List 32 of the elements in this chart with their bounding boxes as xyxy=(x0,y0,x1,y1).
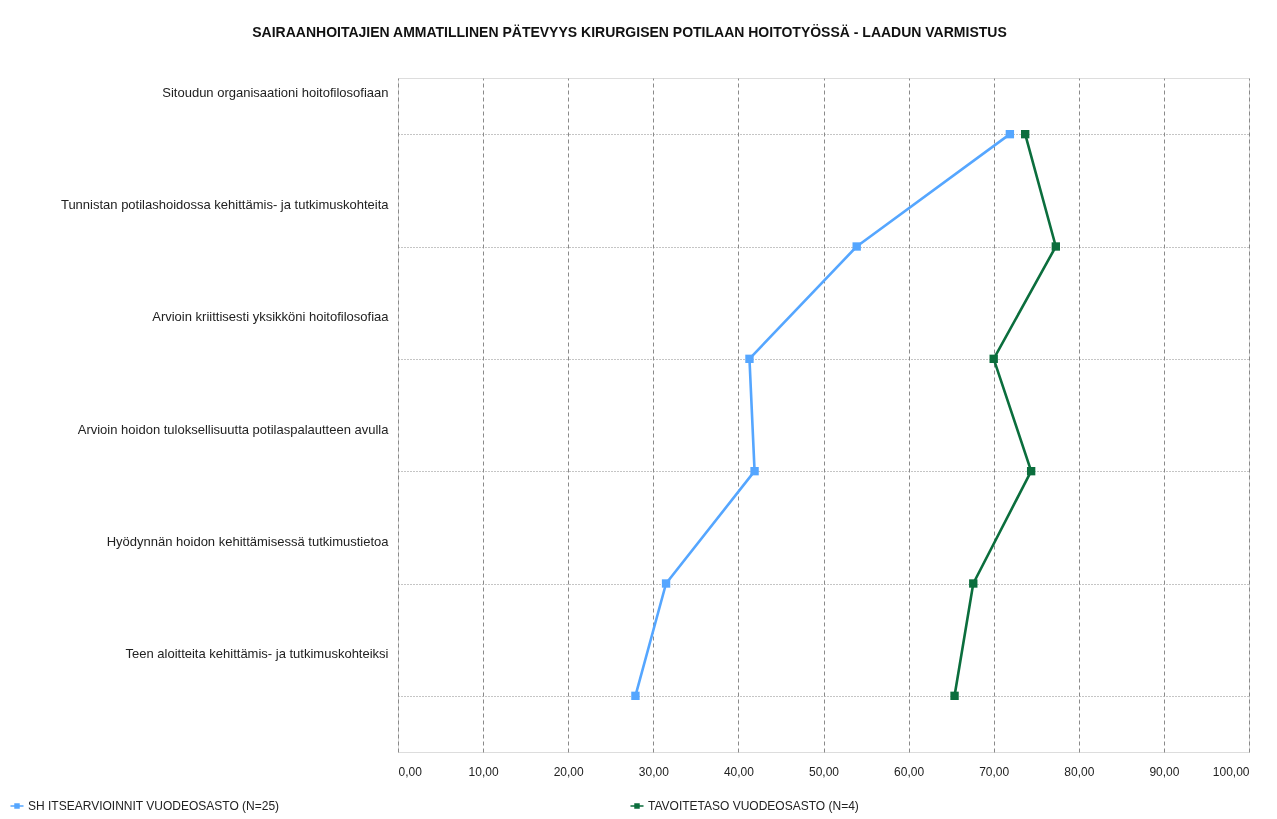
point xyxy=(950,691,959,701)
x-tick-label: 50,00 xyxy=(808,764,840,779)
chart-title: SAIRAANHOITAJIEN AMMATILLINEN PÄTEVYYS KIRURGISEN POTILAAN HOITOTYÖSSÄ - LAADUN VARMISTUS xyxy=(252,24,1007,40)
x-tick-label: 80,00 xyxy=(1064,764,1095,779)
x-tick-label: 40,00 xyxy=(723,764,755,779)
x-tick-label: 100,00 xyxy=(1212,764,1250,779)
point xyxy=(1026,466,1036,476)
point xyxy=(750,466,759,476)
x-tick-label: 20,00 xyxy=(553,764,585,779)
x-tick-label: 10,00 xyxy=(468,764,499,779)
y-tick-label: Arvioin kriittisesti yksikköni hoitofilosofiaa xyxy=(152,309,390,325)
y-tick-label: Sitoudun organisaationi hoitofilosofiaan xyxy=(162,84,389,100)
legend-label: SH ITSEARVIOINNIT VUODEOSASTO (N=25) xyxy=(28,799,280,813)
x-tick-label: 70,00 xyxy=(979,764,1010,779)
point xyxy=(631,691,640,701)
point xyxy=(852,242,861,251)
y-tick-label: Hyödynnän hoidon kehittämisessä tutkimustietoa xyxy=(106,533,390,549)
legend-label: TAVOITETASO VUODEOSASTO (N=4) xyxy=(648,799,859,813)
x-tick-label: 60,00 xyxy=(894,764,925,779)
point xyxy=(1005,129,1015,139)
point xyxy=(661,579,671,588)
point xyxy=(969,579,978,588)
y-tick-label: Arvioin hoidon tuloksellisuutta potilaspalautteen avulla xyxy=(77,421,390,437)
point xyxy=(989,354,998,364)
point xyxy=(1021,129,1030,139)
x-tick-label: 0,00 xyxy=(398,764,423,779)
y-tick-label: Teen aloitteita kehittämis- ja tutkimuskohteiksi xyxy=(125,646,389,662)
y-tick-label: Tunnistan potilashoidossa kehittämis- ja tutkimuskohteita xyxy=(60,196,390,212)
x-tick-label: 90,00 xyxy=(1149,764,1180,779)
point xyxy=(745,354,754,364)
point xyxy=(1051,242,1061,251)
x-tick-label: 30,00 xyxy=(638,764,670,779)
